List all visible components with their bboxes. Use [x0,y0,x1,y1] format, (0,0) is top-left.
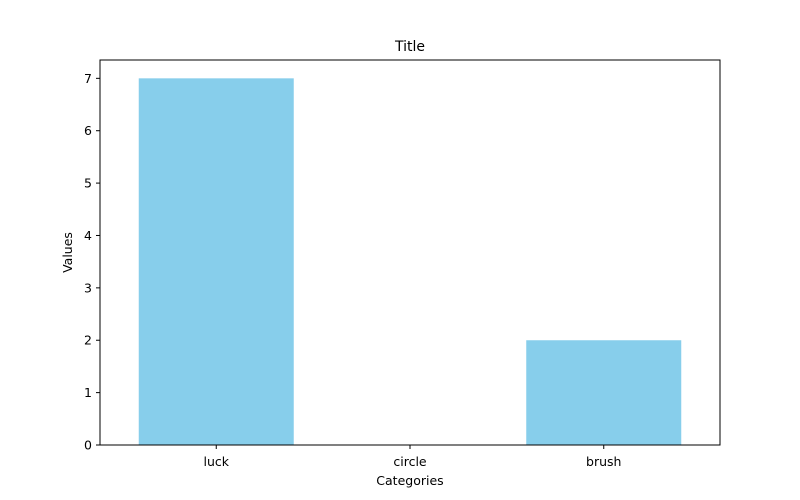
x-tick-label: brush [586,454,621,469]
y-axis-label: Values [60,232,75,273]
bars-group [138,78,682,445]
bar-luck [138,78,294,445]
y-tick-label: 6 [84,123,92,138]
y-tick-label: 3 [84,280,92,295]
bar-brush [526,340,682,445]
x-axis-label: Categories [376,473,443,488]
y-axis-ticks: 0 1 2 3 4 5 6 7 [84,71,100,453]
y-tick-label: 1 [84,385,92,400]
y-tick-label: 0 [84,438,92,453]
y-tick-label: 2 [84,333,92,348]
y-tick-label: 4 [84,228,92,243]
y-tick-label: 5 [84,176,92,191]
chart-title: Title [394,39,425,55]
x-tick-label: luck [203,454,229,469]
x-tick-label: circle [393,454,427,469]
x-axis-ticks: luck circle brush [203,445,621,469]
y-tick-label: 7 [84,71,92,86]
plot-frame [99,59,721,446]
